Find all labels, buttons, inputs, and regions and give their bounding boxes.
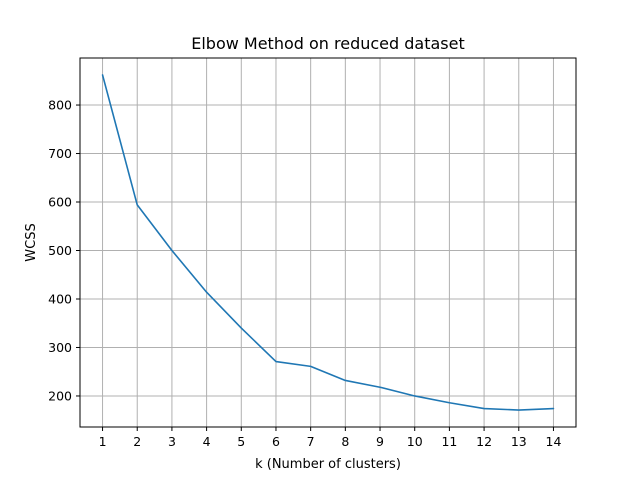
x-tick-label: 5 [237, 434, 245, 449]
wcss-series-line [101, 74, 555, 411]
y-tick-label: 800 [48, 98, 72, 113]
x-axis-label: k (Number of clusters) [255, 457, 401, 472]
y-tick-label: 200 [48, 388, 72, 403]
y-tick-label: 500 [48, 243, 72, 258]
grid-lines [80, 58, 576, 427]
y-tick-label: 400 [48, 291, 72, 306]
plot-area-background [80, 58, 576, 427]
x-tick-label: 2 [133, 434, 141, 449]
series-layer [101, 74, 555, 411]
y-tick-label: 300 [48, 340, 72, 355]
x-tick-label: 12 [476, 434, 492, 449]
y-tick-label: 700 [48, 146, 72, 161]
x-tick-label: 13 [511, 434, 527, 449]
x-tick-label: 14 [546, 434, 562, 449]
x-tick-label: 1 [99, 434, 107, 449]
x-tick-label: 8 [341, 434, 349, 449]
x-tick-label: 10 [407, 434, 423, 449]
x-tick-label: 3 [168, 434, 176, 449]
x-tick-label: 7 [307, 434, 315, 449]
plot-area-border [79, 57, 577, 428]
x-tick-label: 4 [203, 434, 211, 449]
chart-title: Elbow Method on reduced dataset [191, 34, 465, 53]
x-tick-label: 11 [441, 434, 457, 449]
x-tick-label: 9 [376, 434, 384, 449]
x-tick-label: 6 [272, 434, 280, 449]
y-tick-label: 600 [48, 195, 72, 210]
y-axis-label: WCSS [24, 223, 39, 261]
